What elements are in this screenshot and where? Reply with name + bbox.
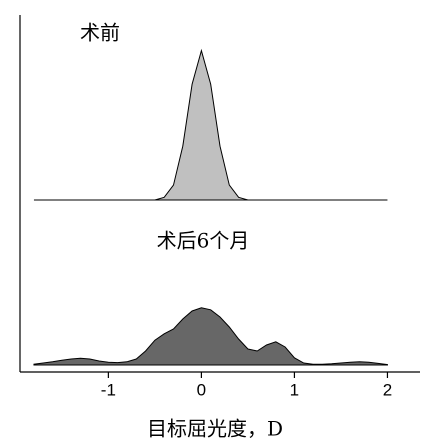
- density-area: [33, 48, 388, 201]
- x-tick-label: -1: [101, 380, 116, 399]
- x-axis-label: 目标屈光度，D: [147, 417, 283, 441]
- x-tick-label: 1: [290, 380, 299, 399]
- density-area: [33, 307, 388, 366]
- panel-title: 术前: [80, 21, 120, 45]
- panel-title: 术后6个月: [157, 229, 250, 253]
- x-tick-label: 2: [383, 380, 392, 399]
- x-tick-label: 0: [197, 380, 206, 399]
